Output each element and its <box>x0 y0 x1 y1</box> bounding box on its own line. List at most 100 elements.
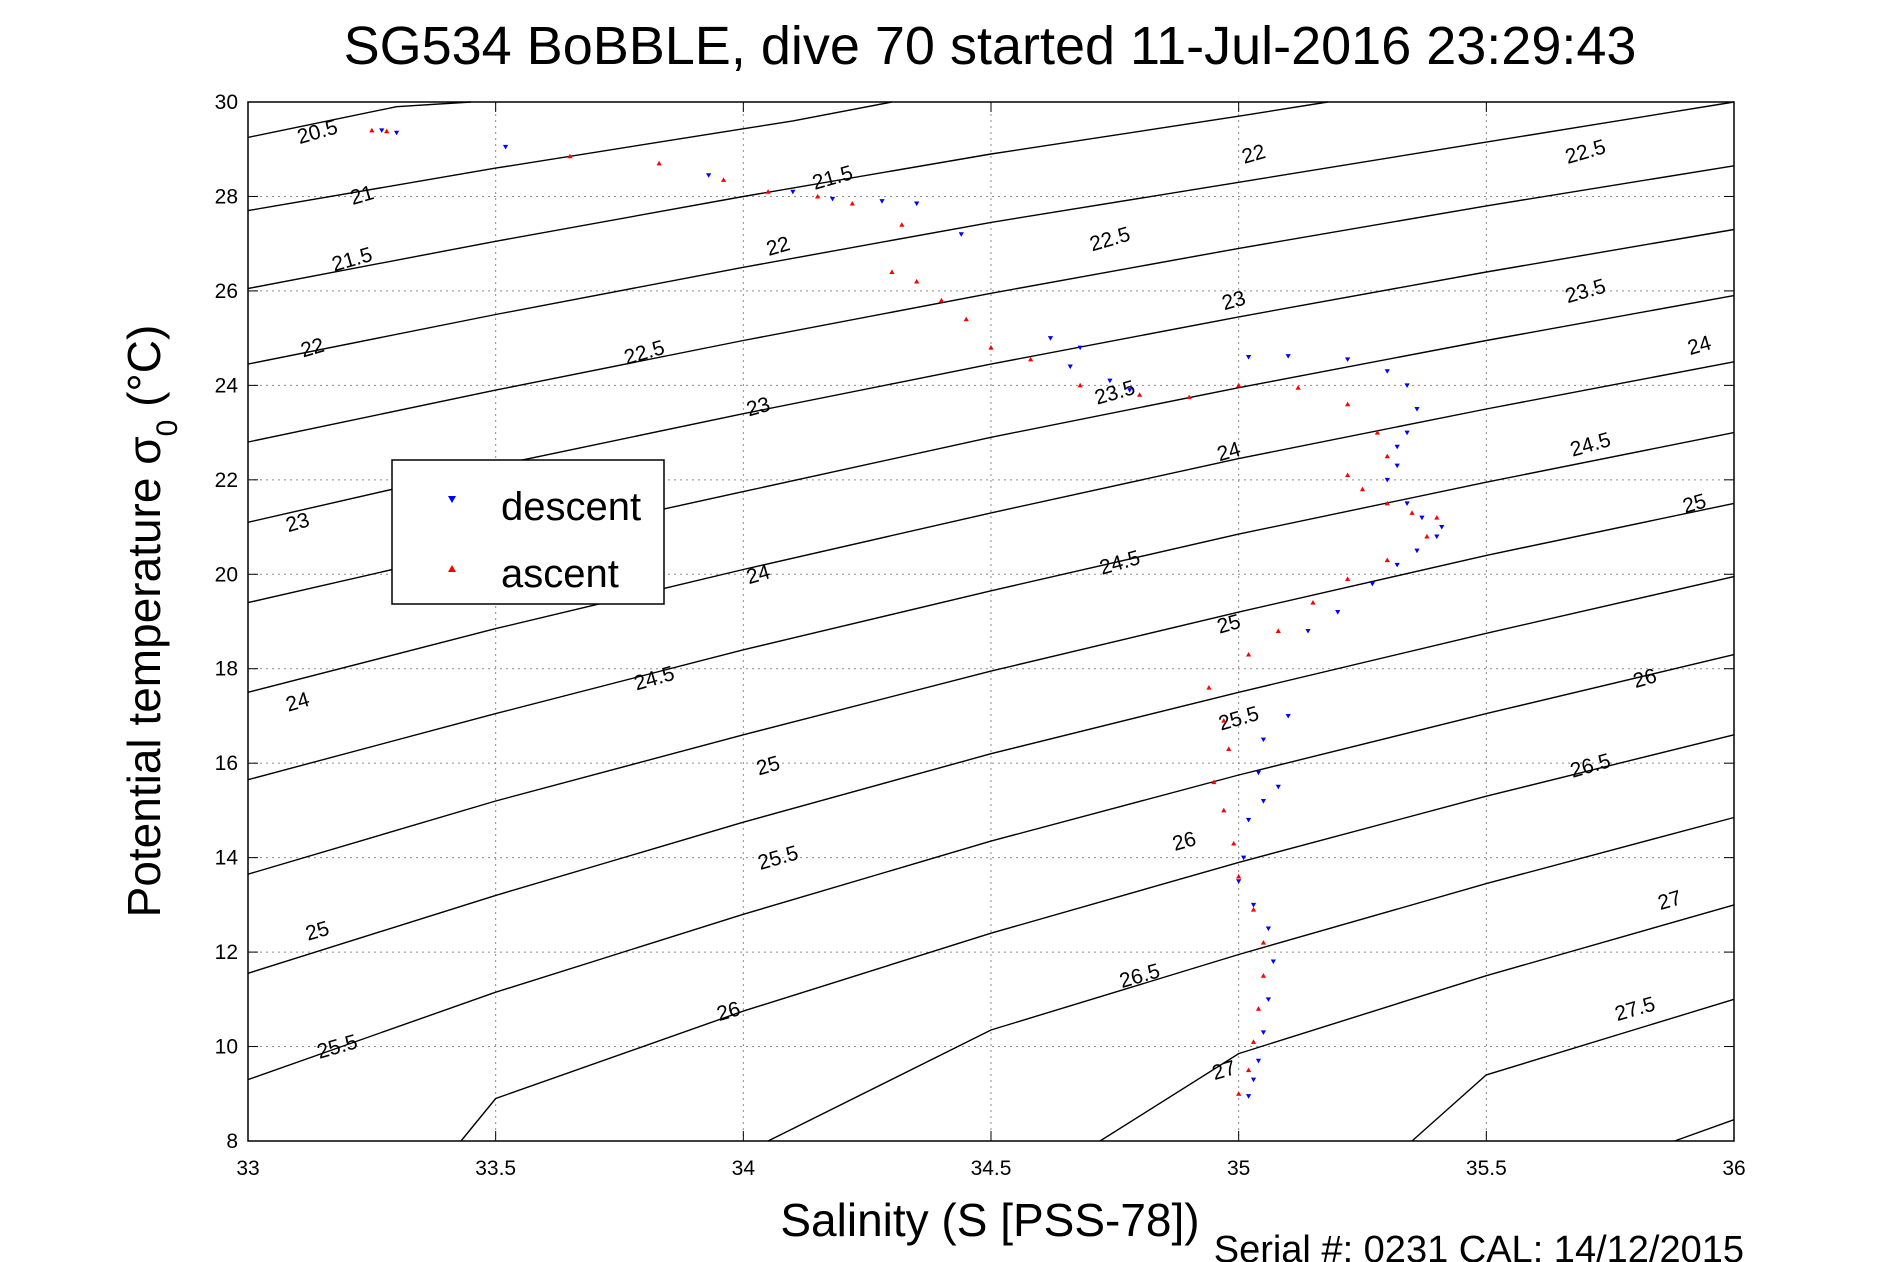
ascent-point <box>849 200 855 206</box>
ascent-point <box>1384 453 1390 459</box>
y-tick-label: 26 <box>215 280 238 303</box>
isopycnal-line <box>247 101 471 139</box>
descent-point <box>829 196 836 202</box>
descent-point <box>1260 737 1267 743</box>
ascent-point <box>1345 472 1351 478</box>
descent-point <box>1414 548 1420 554</box>
x-axis-ticks: 33 33.5 34 34.5 35 35.5 36 <box>236 102 1746 1180</box>
isopycnal-line <box>1411 998 1735 1142</box>
ascent-point <box>1221 807 1227 813</box>
isopycnal-line <box>247 165 1735 443</box>
plot-area: 20.52121.521.522222222.522.522.523232323… <box>215 91 1746 1180</box>
descent-point <box>1255 1058 1262 1064</box>
descent-point <box>1127 388 1133 393</box>
ascent-point <box>1295 385 1301 390</box>
legend-descent-marker <box>448 496 456 503</box>
ascent-point <box>889 269 895 275</box>
ascent-point <box>765 189 771 194</box>
descent-point <box>1285 354 1291 359</box>
ascent-point <box>1260 940 1267 945</box>
descent-point <box>394 130 400 136</box>
descent-point <box>1245 355 1252 360</box>
y-tick-label: 18 <box>215 658 238 681</box>
ascent-point <box>1236 1091 1242 1096</box>
descent-point <box>1255 770 1262 776</box>
ascent-point <box>1434 515 1440 520</box>
legend-descent-label: descent <box>501 485 641 529</box>
serial-cal-footer: Serial #: 0231 CAL: 14/12/2015 <box>1214 1229 1744 1262</box>
descent-point <box>1270 959 1276 965</box>
descent-point <box>1265 997 1271 1002</box>
y-axis-label-main: Potential temperature σ <box>118 436 170 917</box>
y-tick-label: 16 <box>215 752 238 775</box>
legend-ascent-marker <box>448 565 456 572</box>
descent-point <box>1419 515 1425 521</box>
ascent-point <box>720 177 727 182</box>
y-tick-label: 28 <box>215 185 238 208</box>
density-contours <box>247 101 1735 1142</box>
isopycnal-line <box>460 734 1735 1142</box>
isopycnal-line <box>247 101 893 212</box>
ascent-point <box>1077 382 1083 388</box>
ascent-point <box>1250 1039 1257 1044</box>
ascent-point <box>899 222 905 227</box>
isopycnal-line <box>247 653 1735 1081</box>
ascent-point <box>1250 906 1257 912</box>
ascent-point <box>1424 533 1430 539</box>
descent-point <box>1067 364 1073 370</box>
descent-point <box>706 173 712 178</box>
descent-point <box>1245 1094 1252 1099</box>
descent-point <box>1260 798 1267 804</box>
isopycnal-line <box>1099 904 1735 1142</box>
x-tick-label: 33 <box>236 1157 259 1180</box>
y-axis-label-unit: (°C) <box>118 325 170 420</box>
descent-point <box>1439 525 1445 530</box>
ascent-point <box>1374 429 1380 435</box>
ascent-point <box>1310 600 1316 605</box>
y-tick-label: 24 <box>215 374 239 397</box>
descent-point <box>1250 902 1257 908</box>
y-tick-label: 20 <box>215 563 238 586</box>
chart-title: SG534 BoBBLE, dive 70 started 11-Jul-201… <box>344 16 1637 76</box>
descent-point <box>1265 926 1271 932</box>
descent-point <box>790 189 796 195</box>
y-axis-label-sub: 0 <box>151 420 184 437</box>
x-tick-label: 34 <box>732 1157 756 1180</box>
y-tick-label: 10 <box>215 1036 238 1059</box>
ascent-point <box>1359 486 1366 492</box>
descent-point <box>1394 463 1400 469</box>
ascent-point <box>1226 746 1232 752</box>
descent-point <box>1335 610 1341 615</box>
isopycnal-line <box>767 816 1735 1142</box>
descent-point <box>914 201 920 207</box>
ascent-point <box>1245 1067 1252 1073</box>
ascent-point <box>938 297 945 303</box>
y-axis-label-group: Potential temperature σ0 (°C) <box>118 325 184 918</box>
ascent-point <box>1236 873 1242 879</box>
ascent-point <box>1221 718 1227 723</box>
descent-point <box>1384 477 1390 483</box>
ascent-point <box>384 128 390 134</box>
ascent-point <box>567 153 573 159</box>
ascent-point <box>1384 500 1390 506</box>
ascent-point <box>1137 392 1143 397</box>
descent-point <box>1414 406 1420 412</box>
ascent-point <box>963 316 969 322</box>
ascent-point <box>988 344 994 350</box>
ascent-point <box>1275 628 1281 633</box>
descent-point <box>1250 1077 1257 1083</box>
descent-point <box>1434 534 1440 540</box>
ascent-point <box>914 278 920 284</box>
descent-point <box>1285 713 1291 719</box>
descent-series <box>379 128 1445 1099</box>
descent-point <box>379 128 385 133</box>
ascent-point <box>1345 576 1351 581</box>
descent-point <box>1394 444 1400 450</box>
ascent-point <box>1206 685 1212 690</box>
descent-point <box>1369 581 1376 587</box>
ascent-point <box>369 127 375 133</box>
descent-point <box>1047 336 1054 341</box>
isopycnal-line <box>247 101 1735 365</box>
descent-point <box>1107 378 1113 384</box>
